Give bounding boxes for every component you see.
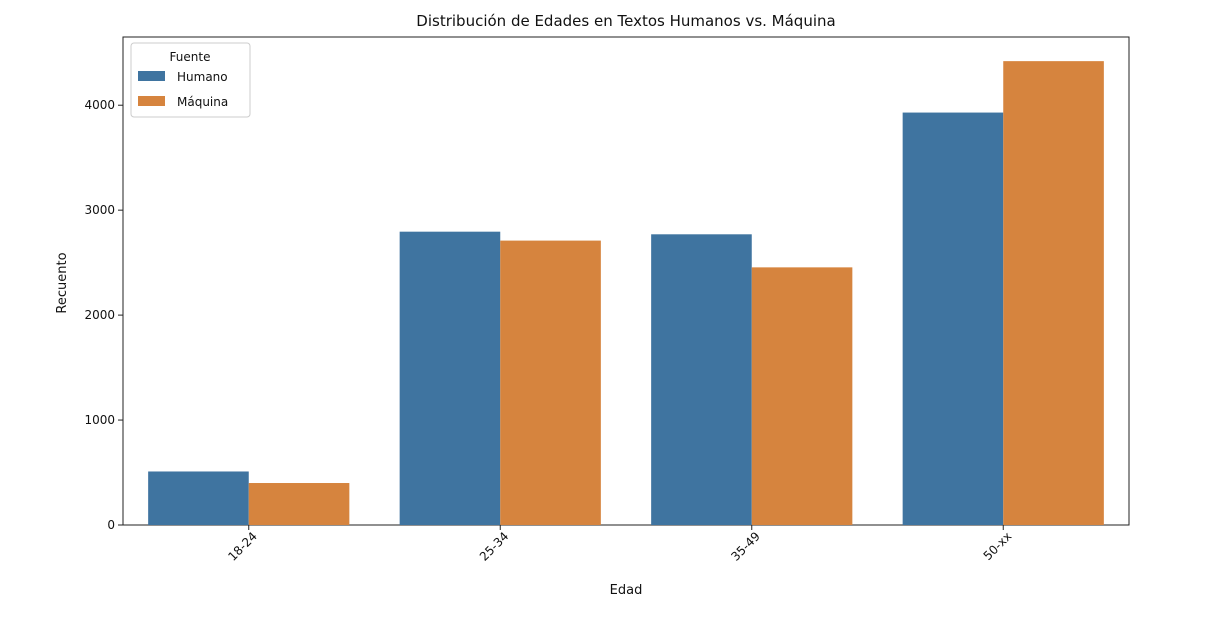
- x-tick-label: 18-24: [225, 529, 260, 564]
- bar-m-quina-50-xx: [1003, 61, 1104, 525]
- x-tick-label: 25-34: [477, 529, 512, 564]
- legend: Fuente Humano Máquina: [130, 42, 251, 118]
- bar-humano-18-24: [148, 471, 249, 525]
- bar-humano-25-34: [399, 231, 501, 525]
- legend-title: Fuente: [170, 50, 211, 64]
- bars-group: [148, 61, 1104, 526]
- bar-m-quina-35-49: [751, 267, 853, 525]
- legend-label: Máquina: [177, 95, 228, 109]
- bar-humano-35-49: [651, 234, 752, 526]
- legend-swatch: [138, 71, 165, 81]
- legend-swatch: [138, 96, 165, 106]
- bar-humano-50-xx: [902, 112, 1004, 525]
- chart-title: Distribución de Edades en Textos Humanos…: [416, 12, 835, 30]
- legend-label: Humano: [177, 70, 228, 84]
- y-tick-label: 0: [107, 518, 115, 532]
- y-axis-label: Recuento: [55, 252, 70, 313]
- y-tick-label: 1000: [84, 413, 115, 427]
- y-tick-label: 2000: [84, 308, 115, 322]
- x-tick-label: 35-49: [728, 529, 763, 564]
- bar-m-quina-18-24: [248, 483, 350, 525]
- x-axis: 18-24 25-34 35-49 50-xx: [225, 525, 1014, 564]
- y-tick-label: 4000: [84, 98, 115, 112]
- y-axis: 0 1000 2000 3000 4000: [84, 98, 123, 532]
- x-axis-label: Edad: [610, 583, 643, 598]
- x-tick-label: 50-xx: [981, 529, 1015, 563]
- y-tick-label: 3000: [84, 203, 115, 217]
- bar-m-quina-25-34: [500, 240, 601, 525]
